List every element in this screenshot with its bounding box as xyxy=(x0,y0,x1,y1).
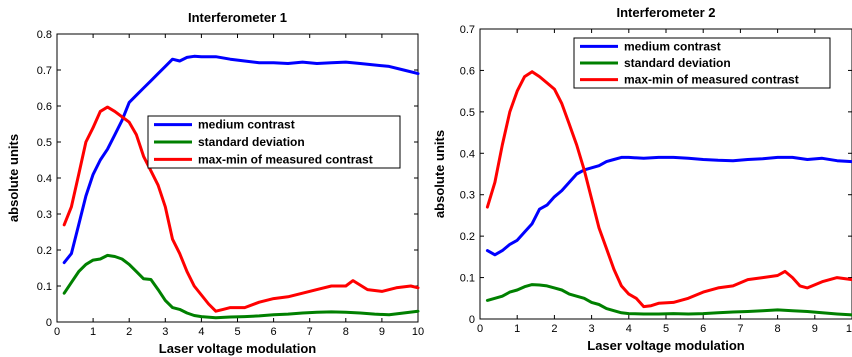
y-axis-label: absolute units xyxy=(432,130,447,218)
y-tick-label: 0 xyxy=(46,317,52,329)
chart-interferometer-1: Interferometer 1 0 1 2 3 4 5 6 7 8 9 10 0 0.1 0.2 0.3 0.… xyxy=(6,10,424,356)
x-tick-label: 4 xyxy=(626,323,632,335)
x-tick-label: 0 xyxy=(54,326,60,338)
x-tick-label: 9 xyxy=(379,326,385,338)
plot-frame xyxy=(56,33,419,323)
series-line-standard-deviation xyxy=(62,253,420,320)
x-tick-label: 1 xyxy=(90,326,96,338)
y-tick-label: 0.1 xyxy=(460,273,475,285)
y-tick-label: 0 xyxy=(469,314,475,326)
legend-entry: standard deviation xyxy=(198,135,305,149)
legend: medium contrast standard deviation max-min… xyxy=(147,115,401,169)
x-tick-label: 2 xyxy=(551,323,557,335)
y-tick-label: 0.3 xyxy=(37,209,52,221)
series-line-standard-deviation xyxy=(485,283,852,317)
y-tick-label: 0.8 xyxy=(37,29,52,41)
y-tick-label: 0.7 xyxy=(37,65,52,77)
y-axis-label: absolute units xyxy=(6,134,21,222)
x-axis-label: Laser voltage modulation xyxy=(159,341,317,356)
x-tick-label: 7 xyxy=(307,326,313,338)
y-tick-label: 0.7 xyxy=(460,24,475,36)
x-tick-label: 10 xyxy=(846,323,852,335)
chart-title: Interferometer 2 xyxy=(617,5,716,20)
series-line-max-min-of-measured-contrast xyxy=(62,105,420,313)
legend-entry: max-min of measured contrast xyxy=(624,73,799,87)
chart-interferometer-2: Interferometer 2 0 1 2 3 4 5 6 7 8 9 10 0 0.1 0.2 0.3 0.… xyxy=(432,5,852,353)
x-tick-label: 6 xyxy=(700,323,706,335)
y-tick-label: 0.1 xyxy=(37,281,52,293)
legend-entry: medium contrast xyxy=(624,39,721,53)
x-tick-label: 6 xyxy=(271,326,277,338)
x-tick-label: 2 xyxy=(126,326,132,338)
x-tick-label: 0 xyxy=(477,323,483,335)
x-tick-label: 7 xyxy=(737,323,743,335)
x-axis-label: Laser voltage modulation xyxy=(587,338,745,353)
y-tick-label: 0.2 xyxy=(37,245,52,257)
x-tick-label: 3 xyxy=(589,323,595,335)
series-line-max-min-of-measured-contrast xyxy=(485,70,852,309)
y-tick-label: 0.4 xyxy=(37,173,52,185)
y-tick-label: 0.5 xyxy=(37,137,52,149)
x-tick-label: 4 xyxy=(198,326,204,338)
x-tick-label: 9 xyxy=(812,323,818,335)
x-tick-label: 8 xyxy=(775,323,781,335)
y-tick-label: 0.2 xyxy=(460,231,475,243)
x-tick-label: 8 xyxy=(343,326,349,338)
x-tick-label: 3 xyxy=(162,326,168,338)
y-tick-label: 0.3 xyxy=(460,190,475,202)
series-line-medium-contrast xyxy=(485,155,852,257)
y-tick-label: 0.5 xyxy=(460,107,475,119)
y-tick-label: 0.4 xyxy=(460,148,475,160)
legend-entry: max-min of measured contrast xyxy=(198,152,373,166)
x-tick-label: 1 xyxy=(514,323,520,335)
legend: medium contrast standard deviation max-min… xyxy=(573,37,831,89)
legend-entry: standard deviation xyxy=(624,56,731,70)
series-line-medium-contrast xyxy=(62,54,420,265)
x-tick-label: 10 xyxy=(412,326,424,338)
y-tick-label: 0.6 xyxy=(460,65,475,77)
chart-title: Interferometer 1 xyxy=(188,10,287,25)
y-tick-label: 0.6 xyxy=(37,101,52,113)
x-tick-label: 5 xyxy=(663,323,669,335)
legend-entry: medium contrast xyxy=(198,118,295,132)
x-tick-label: 5 xyxy=(234,326,240,338)
